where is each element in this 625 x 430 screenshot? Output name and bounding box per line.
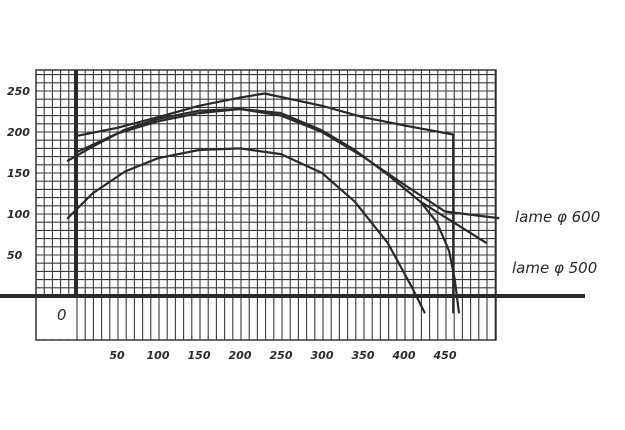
x-tick-label: 50	[109, 349, 125, 362]
y-tick-label: 100	[7, 208, 30, 221]
x-tick-label: 200	[229, 349, 252, 362]
origin-label: 0	[57, 306, 67, 324]
x-tick-label: 100	[147, 349, 170, 362]
curve-line-2	[66, 107, 500, 220]
x-tick-label: 300	[311, 349, 334, 362]
origin-box	[37, 298, 74, 339]
curve-line-4	[419, 200, 460, 314]
plot-frame	[0, 69, 585, 341]
y-tick-label: 200	[7, 126, 30, 139]
y-tick-label: 150	[7, 167, 30, 180]
curve-annotations: lame φ 600 lame φ 500	[512, 208, 600, 277]
plot-border	[35, 69, 497, 341]
x-tick-label: 400	[392, 349, 416, 362]
x-tick-label: 150	[188, 349, 211, 362]
x-tick-label: 250	[270, 349, 293, 362]
y-tick-label: 250	[7, 85, 30, 98]
curve-line-3	[74, 107, 488, 244]
x-tick-label: 350	[352, 349, 375, 362]
y-tick-label: 50	[7, 249, 23, 262]
x-tick-label: 450	[433, 349, 457, 362]
curve-group	[66, 92, 500, 314]
curve-line-5	[66, 147, 426, 314]
curve-annotation-label: lame φ 600	[515, 208, 600, 226]
curve-line-1	[74, 92, 455, 314]
tick-labels: 50 100 150 200 250 300 350 400 450 250 200 150 100 50…	[7, 85, 457, 362]
curve-annotation-label: lame φ 500	[512, 259, 597, 277]
